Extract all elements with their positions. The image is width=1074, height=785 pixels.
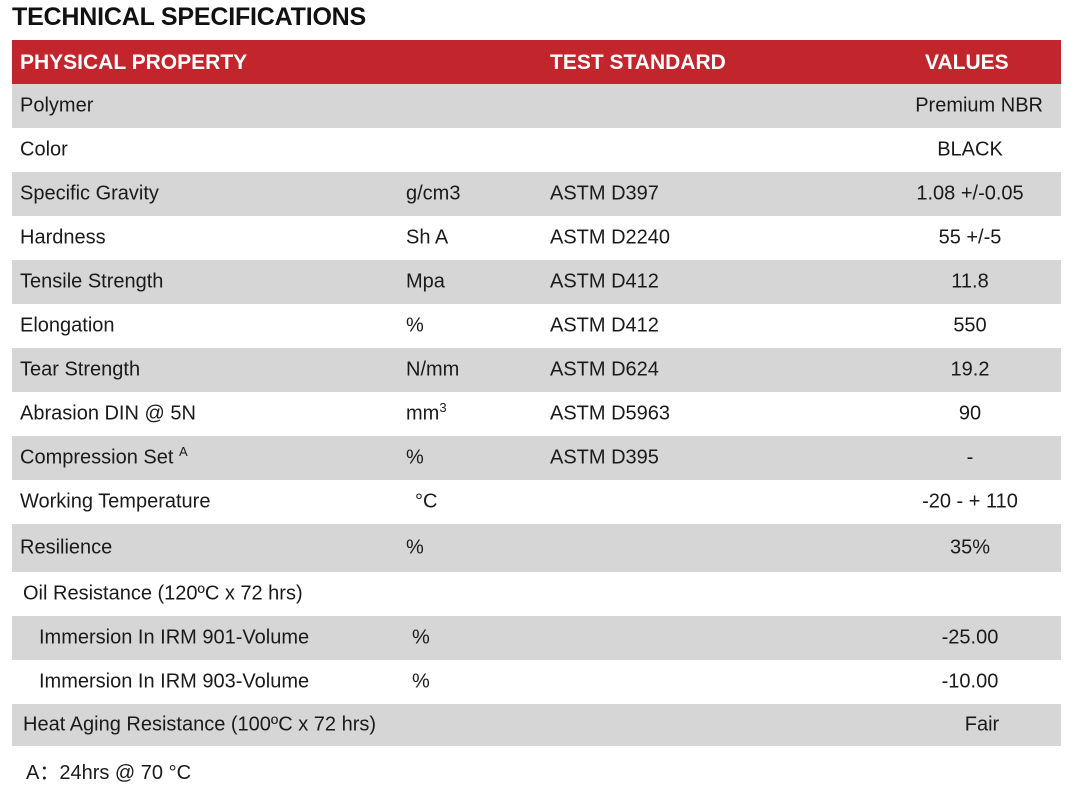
- cell-unit: %: [406, 536, 424, 559]
- table-row: Elongation % ASTM D412 550: [12, 304, 1061, 348]
- cell-unit: %: [412, 670, 430, 693]
- table-row: Compression Set A % ASTM D395 -: [12, 436, 1061, 480]
- cell-unit: %: [412, 626, 430, 649]
- cell-value: 90: [958, 402, 982, 425]
- cell-property: Color: [20, 138, 68, 161]
- cell-property: Immersion In IRM 901-Volume: [39, 626, 310, 649]
- cell-value: 19.2: [950, 358, 990, 381]
- header-values: VALUES: [925, 51, 1009, 74]
- table-row: Polymer Premium NBR: [12, 84, 1061, 128]
- cell-property: Heat Aging Resistance (100ºC x 72 hrs): [23, 713, 377, 736]
- cell-value: Fair: [964, 713, 1000, 736]
- cell-value: -: [966, 446, 974, 469]
- table-row: Immersion In IRM 903-Volume % -10.00: [12, 660, 1061, 704]
- cell-property: Immersion In IRM 903-Volume: [39, 670, 310, 693]
- cell-property: Compression Set A: [20, 443, 188, 469]
- cell-property: Tensile Strength: [20, 270, 164, 293]
- cell-property: Polymer: [20, 94, 94, 117]
- cell-standard: ASTM D412: [550, 314, 659, 337]
- cell-unit: %: [406, 446, 424, 469]
- cell-value: Premium NBR: [915, 94, 1043, 117]
- table-row: Specific Gravity g/cm3 ASTM D397 1.08 +/…: [12, 172, 1061, 216]
- cell-unit: g/cm3: [406, 182, 461, 205]
- cell-unit: N/mm: [406, 358, 460, 381]
- unit-superscript: 3: [439, 399, 447, 415]
- footnote: A：24hrs @ 70 °C: [26, 762, 192, 784]
- cell-value: 11.8: [951, 270, 989, 293]
- cell-unit: %: [406, 314, 424, 337]
- cell-property: Hardness: [20, 226, 106, 249]
- footnote-marker: A: [178, 443, 188, 459]
- cell-property: Resilience: [20, 536, 113, 559]
- cell-value: 55 +/-5: [938, 226, 1002, 249]
- cell-standard: ASTM D5963: [550, 402, 671, 425]
- cell-property: Tear Strength: [20, 358, 141, 381]
- cell-unit: Mpa: [406, 270, 445, 293]
- spec-table: PHYSICAL PROPERTY TEST STANDARD VALUES P…: [12, 40, 1061, 746]
- cell-standard: ASTM D624: [550, 358, 659, 381]
- cell-standard: ASTM D2240: [550, 226, 671, 249]
- cell-property: Elongation: [20, 314, 115, 337]
- table-row: Immersion In IRM 901-Volume % -25.00: [12, 616, 1061, 660]
- table-row: Working Temperature °C -20 - + 110: [12, 480, 1061, 524]
- cell-value: -20 - + 110: [922, 490, 1018, 513]
- cell-group-heading: Oil Resistance (120ºC x 72 hrs): [23, 582, 303, 605]
- table-header: PHYSICAL PROPERTY TEST STANDARD VALUES: [12, 40, 1061, 84]
- cell-unit: °C: [415, 490, 438, 513]
- table-row: Tear Strength N/mm ASTM D624 19.2: [12, 348, 1061, 392]
- cell-standard: ASTM D397: [550, 182, 659, 205]
- table-row: Resilience % 35%: [12, 524, 1061, 572]
- cell-standard: ASTM D412: [550, 270, 659, 293]
- header-standard: TEST STANDARD: [550, 51, 726, 74]
- page-title: TECHNICAL SPECIFICATIONS: [12, 3, 367, 31]
- cell-standard: ASTM D395: [550, 446, 659, 469]
- cell-property: Abrasion DIN @ 5N: [20, 402, 196, 425]
- header-property: PHYSICAL PROPERTY: [20, 51, 248, 74]
- table-row: Heat Aging Resistance (100ºC x 72 hrs) F…: [12, 704, 1061, 746]
- table-row: Oil Resistance (120ºC x 72 hrs): [12, 572, 1061, 616]
- cell-value: BLACK: [937, 138, 1003, 161]
- cell-value: -25.00: [941, 626, 999, 649]
- cell-value: 550: [953, 314, 987, 337]
- cell-value: 35%: [949, 536, 991, 559]
- table-row: Tensile Strength Mpa ASTM D412 11.8: [12, 260, 1061, 304]
- cell-property: Working Temperature: [20, 490, 211, 513]
- table-row: Hardness Sh A ASTM D2240 55 +/-5: [12, 216, 1061, 260]
- table-row: Color BLACK: [12, 128, 1061, 172]
- table-row: Abrasion DIN @ 5N mm3 ASTM D5963 90: [12, 392, 1061, 436]
- cell-value: 1.08 +/-0.05: [916, 182, 1024, 205]
- cell-property: Specific Gravity: [20, 182, 159, 205]
- cell-value: -10.00: [941, 670, 999, 693]
- cell-unit: mm3: [406, 399, 447, 425]
- cell-unit: Sh A: [406, 226, 449, 249]
